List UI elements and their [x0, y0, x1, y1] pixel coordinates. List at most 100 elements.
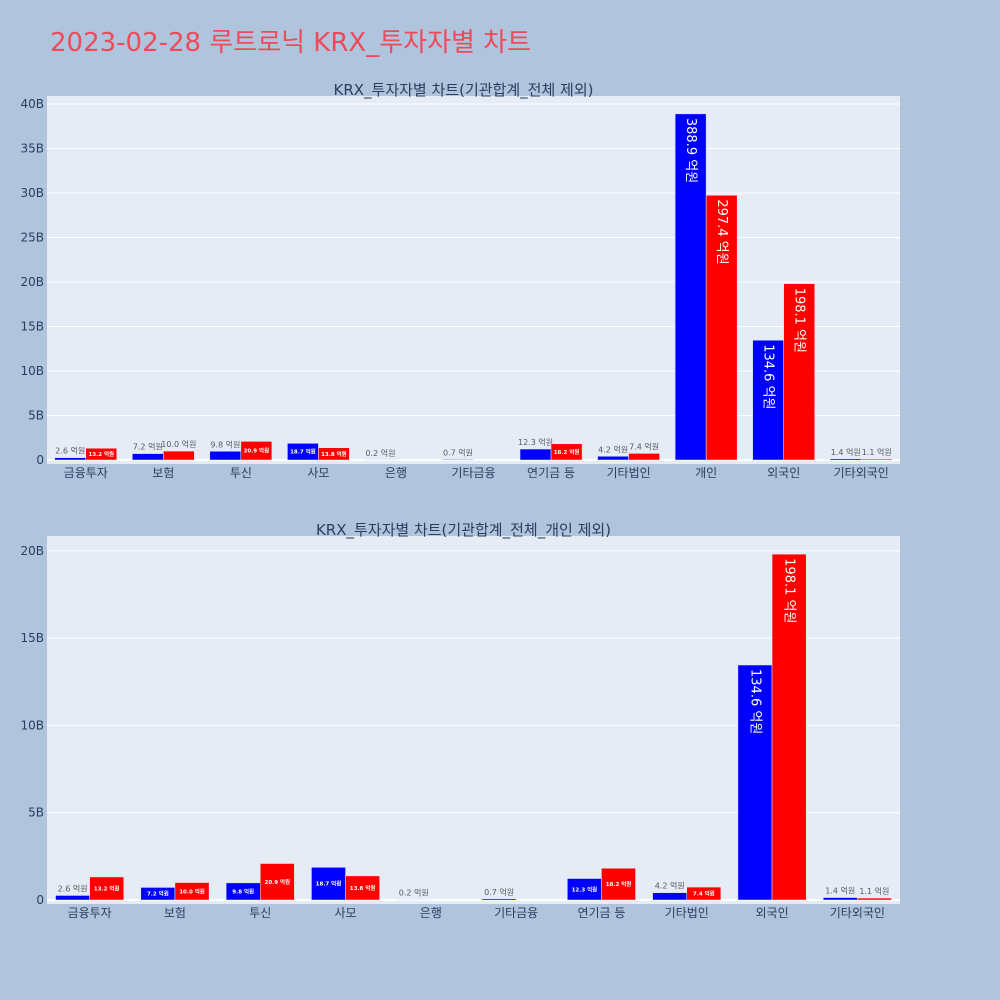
- data-label: 0.2 억원: [365, 448, 395, 458]
- data-label: 4.2 억원: [598, 444, 628, 454]
- data-label: 18.2 억원: [554, 448, 580, 456]
- data-label: 1.1 억원: [862, 447, 892, 457]
- bar-sell: [89, 876, 125, 901]
- data-label: 7.4 억원: [693, 890, 715, 898]
- bar-sell: [240, 441, 273, 461]
- bar-buy: [519, 448, 552, 461]
- y-tick-label: 15B: [20, 631, 44, 645]
- chart-2: KRX_투자자별 차트(기관합계_전체_개인 제외) 0 5B 10B 15B 20B 금융…: [20, 521, 900, 920]
- y-tick-label: 40B: [20, 97, 44, 111]
- chart-1: KRX_투자자별 차트(기관합계_전체 제외) 0 5B 10B 15B 20B 25B 30…: [20, 81, 900, 480]
- y-tick-label: 20B: [20, 544, 44, 558]
- data-label: 134.6 억원: [761, 344, 776, 409]
- bar-sell: [771, 553, 807, 901]
- bar-buy: [55, 895, 90, 901]
- data-label: 18.7 억원: [316, 880, 342, 888]
- bar-sell: [174, 882, 210, 901]
- data-label: 20.9 억원: [244, 447, 270, 455]
- data-label: 388.9 억원: [683, 118, 698, 183]
- bar-sell: [345, 875, 380, 901]
- y-tick-label: 35B: [20, 142, 44, 156]
- data-label: 13.8 억원: [321, 450, 347, 458]
- data-label: 0.7 억원: [443, 447, 473, 457]
- y-tick-label: 20B: [20, 275, 44, 289]
- data-label: 18.7 억원: [290, 448, 316, 456]
- bar-sell: [260, 863, 295, 901]
- bar-sell: [705, 195, 738, 461]
- data-label: 20.9 억원: [265, 878, 291, 886]
- bar-buy: [674, 113, 707, 461]
- x-tick-label: 기타외국인: [830, 906, 885, 920]
- x-tick-label: 외국인: [767, 466, 800, 480]
- bar-buy: [652, 892, 688, 901]
- x-tick-label: 기타외국인: [834, 466, 889, 480]
- x-tick-label: 개인: [695, 466, 717, 480]
- data-label: 1.4 억원: [825, 886, 855, 896]
- chart-title: KRX_투자자별 차트(기관합계_전체 제외): [334, 81, 594, 100]
- bar-buy: [597, 456, 629, 461]
- data-label: 12.3 억원: [572, 885, 598, 893]
- data-label: 7.2 억원: [133, 442, 163, 452]
- bar-sell: [318, 447, 350, 461]
- data-label: 10.0 억원: [161, 439, 196, 449]
- x-tick-label: 투신: [249, 906, 271, 920]
- bar-sell: [85, 448, 118, 461]
- y-tick-label: 0: [36, 893, 44, 907]
- data-label: 9.8 억원: [210, 439, 240, 449]
- data-label: 198.1 억원: [782, 558, 797, 623]
- bar-buy: [311, 867, 346, 901]
- bar-sell: [628, 453, 660, 461]
- y-tick-label: 30B: [20, 186, 44, 200]
- x-tick-label: 기타금융: [451, 466, 495, 480]
- x-tick-label: 은행: [420, 905, 442, 920]
- x-tick-label: 연기금 등: [527, 466, 575, 480]
- x-tick-label: 기타법인: [665, 906, 709, 920]
- y-tick-label: 0: [36, 453, 44, 467]
- data-label: 297.4 억원: [714, 199, 729, 264]
- y-tick-label: 5B: [28, 806, 44, 820]
- data-label: 12.3 억원: [518, 437, 553, 447]
- bar-buy: [442, 459, 474, 461]
- x-tick-label: 금융투자: [68, 906, 112, 920]
- data-label: 13.8 억원: [350, 884, 376, 892]
- bar-sell: [601, 867, 636, 901]
- bar-sell: [783, 283, 815, 461]
- data-label: 134.6 억원: [747, 669, 762, 734]
- bar-sell: [550, 443, 583, 461]
- y-tick-label: 10B: [20, 718, 44, 732]
- bar-sell: [857, 897, 892, 901]
- x-tick-label: 보험: [152, 466, 174, 480]
- bar-buy: [481, 898, 517, 901]
- x-tick-label: 기타법인: [607, 466, 651, 480]
- bar-buy: [132, 453, 164, 461]
- y-tick-label: 10B: [20, 364, 44, 378]
- data-label: 0.7 억원: [484, 887, 514, 897]
- data-label: 9.8 억원: [232, 887, 254, 895]
- x-tick-label: 금융투자: [64, 466, 108, 480]
- bar-buy: [209, 451, 242, 461]
- x-tick-label: 기타금융: [494, 906, 538, 920]
- bar-sell: [686, 886, 722, 901]
- x-tick-label: 연기금 등: [577, 906, 625, 920]
- data-label: 18.2 억원: [606, 880, 632, 888]
- bar-sell: [860, 458, 893, 461]
- x-tick-label: 보험: [164, 906, 186, 920]
- bar-buy: [822, 897, 858, 901]
- page-title: 2023-02-28 루트로닉 KRX_투자자별 차트: [50, 28, 532, 58]
- data-label: 2.6 억원: [55, 446, 85, 456]
- bar-buy: [737, 664, 773, 901]
- data-label: 198.1 억원: [792, 288, 807, 353]
- data-label: 0.2 억원: [399, 888, 429, 898]
- y-tick-label: 5B: [28, 409, 44, 423]
- chart-title: KRX_투자자별 차트(기관합계_전체_개인 제외): [316, 521, 611, 540]
- data-label: 1.1 억원: [859, 886, 889, 896]
- bar-sell: [163, 450, 195, 461]
- data-label: 7.2 억원: [147, 890, 169, 898]
- x-tick-label: 사모: [335, 906, 357, 920]
- data-label: 7.4 억원: [629, 441, 659, 451]
- bar-buy: [54, 457, 87, 461]
- y-tick-label: 25B: [20, 231, 44, 245]
- y-tick-label: 15B: [20, 320, 44, 334]
- data-label: 4.2 억원: [655, 881, 685, 891]
